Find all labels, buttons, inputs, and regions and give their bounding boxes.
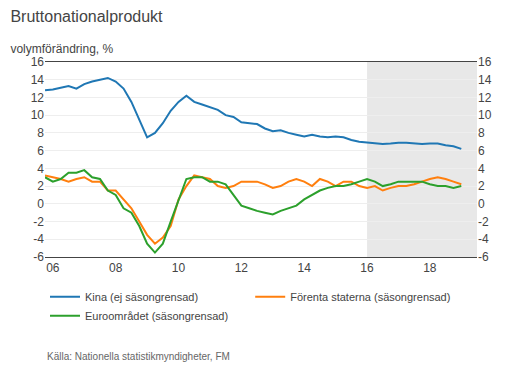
svg-text:16: 16 bbox=[360, 261, 374, 275]
svg-text:08: 08 bbox=[109, 261, 123, 275]
svg-text:10: 10 bbox=[478, 108, 492, 122]
svg-text:0: 0 bbox=[478, 197, 485, 211]
svg-text:Bruttonationalprodukt: Bruttonationalprodukt bbox=[10, 8, 163, 25]
svg-text:8: 8 bbox=[37, 126, 44, 140]
svg-text:-6: -6 bbox=[478, 250, 489, 264]
svg-text:Euroområdet (säsongrensad): Euroområdet (säsongrensad) bbox=[85, 310, 228, 322]
svg-text:-6: -6 bbox=[33, 250, 44, 264]
svg-text:-4: -4 bbox=[478, 232, 489, 246]
svg-text:14: 14 bbox=[478, 73, 492, 87]
svg-text:4: 4 bbox=[478, 162, 485, 176]
svg-text:06: 06 bbox=[46, 261, 60, 275]
svg-text:2: 2 bbox=[478, 179, 485, 193]
svg-text:6: 6 bbox=[478, 144, 485, 158]
svg-text:-2: -2 bbox=[33, 215, 44, 229]
svg-text:2: 2 bbox=[37, 179, 44, 193]
svg-text:Källa: Nationella statistikmyn: Källa: Nationella statistikmyndigheter, … bbox=[47, 351, 230, 362]
svg-text:-2: -2 bbox=[478, 215, 489, 229]
svg-text:16: 16 bbox=[478, 55, 492, 69]
svg-text:12: 12 bbox=[235, 261, 249, 275]
svg-text:10: 10 bbox=[172, 261, 186, 275]
svg-text:volymförändring, %: volymförändring, % bbox=[10, 42, 113, 56]
svg-text:16: 16 bbox=[31, 55, 45, 69]
svg-text:12: 12 bbox=[478, 91, 492, 105]
svg-text:14: 14 bbox=[298, 261, 312, 275]
svg-text:18: 18 bbox=[423, 261, 437, 275]
svg-text:0: 0 bbox=[37, 197, 44, 211]
svg-text:-4: -4 bbox=[33, 232, 44, 246]
svg-text:12: 12 bbox=[31, 91, 45, 105]
svg-text:6: 6 bbox=[37, 144, 44, 158]
svg-text:4: 4 bbox=[37, 162, 44, 176]
svg-text:14: 14 bbox=[31, 73, 45, 87]
svg-text:Kina (ej säsongrensad): Kina (ej säsongrensad) bbox=[85, 291, 198, 303]
svg-text:10: 10 bbox=[31, 108, 45, 122]
svg-text:Förenta staterna (säsongrensad: Förenta staterna (säsongrensad) bbox=[290, 291, 450, 303]
svg-text:8: 8 bbox=[478, 126, 485, 140]
